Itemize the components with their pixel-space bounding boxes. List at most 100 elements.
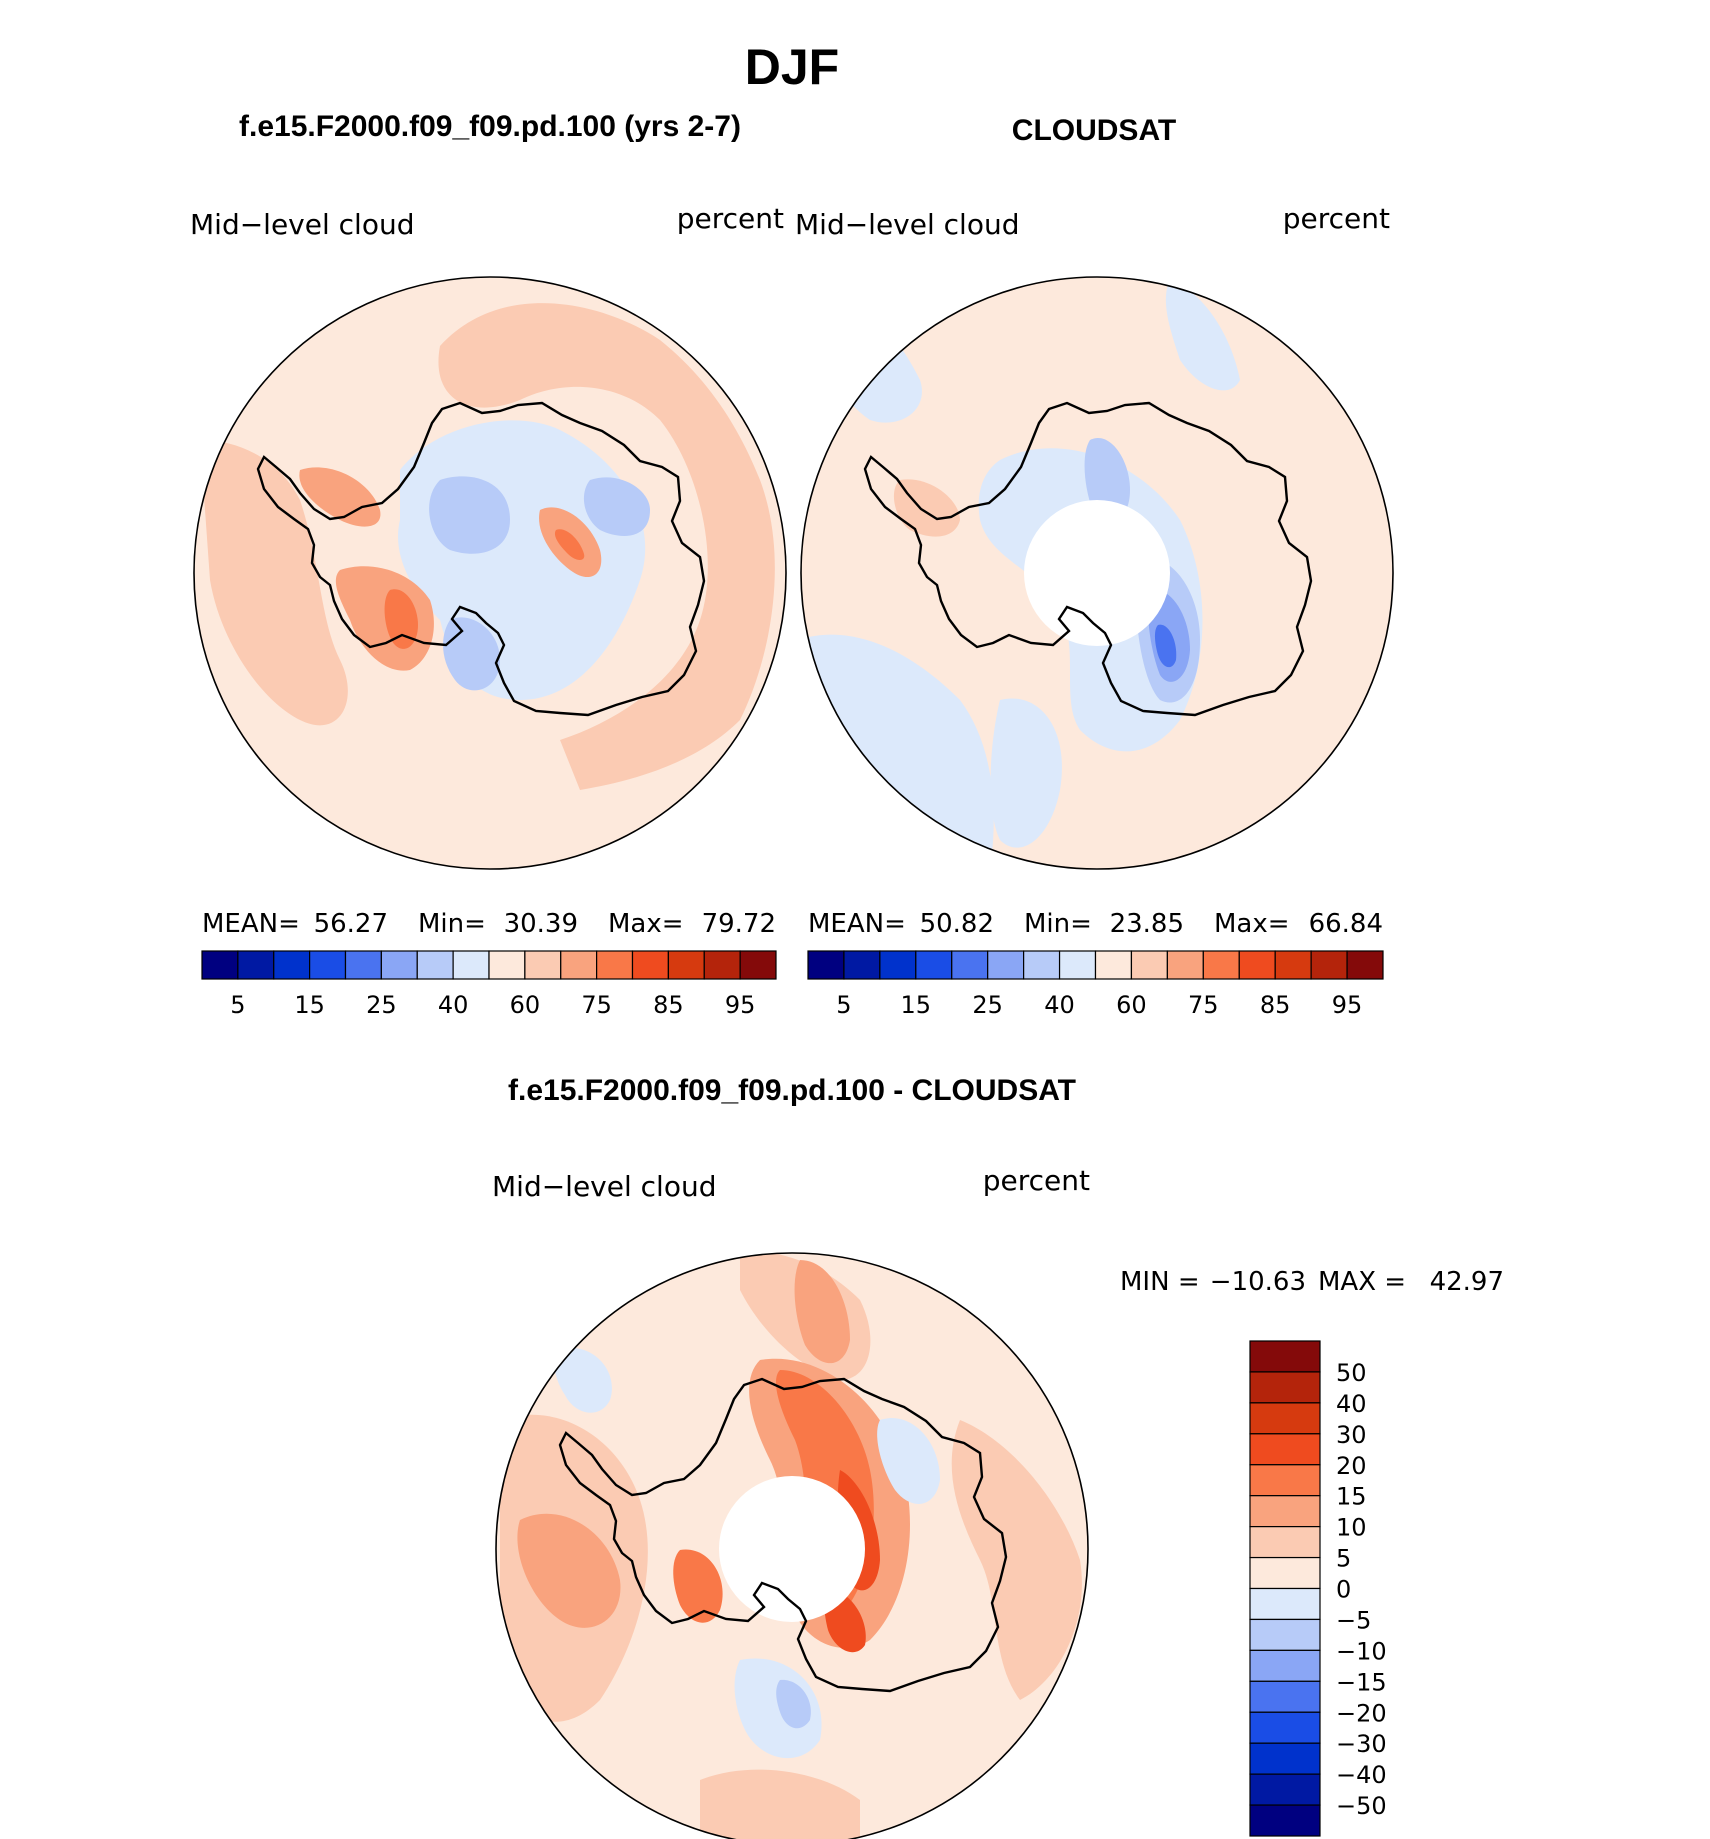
colorbar-box — [1249, 1402, 1321, 1435]
colorbar-tick-label: 15 — [294, 991, 325, 1019]
panel-obs-map — [801, 277, 1393, 869]
colorbar-box — [596, 950, 634, 980]
colorbar-tick-label: 40 — [1336, 1390, 1367, 1418]
panel-obs-max-label: Max= — [1214, 909, 1290, 939]
colorbar-box — [879, 950, 917, 980]
colorbar-box — [1249, 1371, 1321, 1404]
colorbar-box — [1249, 1526, 1321, 1559]
colorbar-box — [703, 950, 741, 980]
panel-model-max-label: Max= — [608, 909, 684, 939]
panel-obs-stats: MEAN= 50.82 Min= 23.85 Max= 66.84 — [808, 909, 1383, 939]
panel-diff-missing-cap — [719, 1476, 865, 1622]
colorbar-tick-label: 5 — [230, 991, 245, 1019]
panel-obs-min-value: 23.85 — [1110, 909, 1184, 939]
panel-model-colorbar: 5 15 25 40 60 75 85 95 — [201, 950, 777, 1019]
colorbar-tick-label: 40 — [438, 991, 469, 1019]
colorbar-box — [739, 950, 777, 980]
panel-model-region — [438, 303, 775, 790]
panel-obs: CLOUDSAT Mid−level cloud percent MEAN= 5… — [795, 114, 1394, 1019]
panel-model-region — [429, 476, 510, 554]
colorbar-box — [1346, 950, 1384, 980]
colorbar-tick-label: 5 — [836, 991, 851, 1019]
colorbar-tick-label: 75 — [1188, 991, 1219, 1019]
colorbar-tick-label: 30 — [1336, 1421, 1367, 1449]
panel-diff-min-value: −10.63 — [1210, 1267, 1306, 1297]
panel-diff-units: percent — [983, 1164, 1090, 1197]
colorbar-tick-label: 60 — [1116, 991, 1147, 1019]
panel-obs-border — [800, 276, 1394, 870]
colorbar-tick-label: 5 — [1336, 1545, 1351, 1573]
colorbar-box — [951, 950, 989, 980]
panel-diff-region — [673, 1549, 723, 1623]
colorbar-box — [1023, 950, 1061, 980]
panel-model-border — [193, 276, 787, 870]
colorbar-tick-label: −50 — [1336, 1792, 1387, 1820]
panel-diff-region — [517, 1513, 621, 1628]
panel-obs-region — [990, 698, 1062, 848]
panel-diff-min-label: MIN = — [1120, 1267, 1200, 1297]
colorbar-tick-label: −15 — [1336, 1668, 1387, 1696]
panel-model-units: percent — [677, 202, 784, 235]
colorbar-tick-label: 0 — [1336, 1576, 1351, 1604]
colorbar-box — [1249, 1742, 1321, 1775]
panel-model-region — [583, 477, 650, 536]
colorbar-box — [987, 950, 1025, 980]
colorbar-tick-label: 95 — [725, 991, 756, 1019]
colorbar-tick-label: 20 — [1336, 1452, 1367, 1480]
panel-obs-variable: Mid−level cloud — [795, 208, 1019, 241]
panel-diff-max-label: MAX = — [1318, 1267, 1406, 1297]
colorbar-tick-label: −20 — [1336, 1699, 1387, 1727]
colorbar-tick-label: −10 — [1336, 1637, 1387, 1665]
colorbar-tick-label: 15 — [1336, 1483, 1367, 1511]
colorbar-box — [1249, 1804, 1321, 1837]
colorbar-box — [843, 950, 881, 980]
panel-model-max-value: 79.72 — [702, 909, 776, 939]
panel-obs-min-label: Min= — [1024, 909, 1092, 939]
panel-model-map — [194, 277, 786, 869]
panel-obs-max-value: 66.84 — [1309, 909, 1383, 939]
colorbar-tick-label: 40 — [1044, 991, 1075, 1019]
colorbar-box — [237, 950, 275, 980]
colorbar-tick-label: 10 — [1336, 1514, 1367, 1542]
colorbar-box — [452, 950, 490, 980]
colorbar-tick-label: 95 — [1332, 991, 1363, 1019]
panel-obs-units: percent — [1283, 202, 1390, 235]
panel-diff-region — [734, 1658, 822, 1759]
colorbar-tick-label: 85 — [1260, 991, 1291, 1019]
colorbar-box — [380, 950, 418, 980]
colorbar-box — [1249, 1495, 1321, 1528]
colorbar-box — [1166, 950, 1204, 980]
panel-obs-region — [1165, 280, 1240, 391]
panel-obs-missing-cap — [1024, 500, 1170, 646]
panel-model-region — [384, 589, 418, 649]
colorbar-box — [667, 950, 705, 980]
panel-obs-mean-label: MEAN= — [808, 909, 906, 939]
colorbar-tick-label: 75 — [581, 991, 612, 1019]
colorbar-box — [1130, 950, 1168, 980]
colorbar-box — [560, 950, 598, 980]
colorbar-tick-label: 15 — [901, 991, 932, 1019]
colorbar-box — [309, 950, 347, 980]
panel-diff-region — [951, 1420, 1082, 1700]
panel-model: f.e15.F2000.f09_f09.pd.100 (yrs 2-7) Mid… — [190, 110, 787, 1019]
colorbar-box — [416, 950, 454, 980]
figure-title: DJF — [745, 39, 839, 95]
colorbar-box — [1249, 1773, 1321, 1806]
panel-obs-region — [893, 479, 960, 537]
panel-model-mean-label: MEAN= — [202, 909, 300, 939]
panel-obs-region — [801, 290, 922, 423]
panel-diff-region — [776, 1679, 811, 1729]
colorbar-box — [1274, 950, 1312, 980]
panel-model-region — [554, 529, 585, 560]
panel-diff-map — [496, 1253, 1088, 1839]
panel-diff-region — [700, 1769, 860, 1839]
colorbar-box — [1249, 1680, 1321, 1713]
colorbar-tick-label: 50 — [1336, 1359, 1367, 1387]
colorbar-box — [524, 950, 562, 980]
colorbar-box — [1249, 1618, 1321, 1651]
panel-diff-region — [794, 1260, 850, 1364]
colorbar-box — [1238, 950, 1276, 980]
panel-model-variable: Mid−level cloud — [190, 208, 414, 241]
